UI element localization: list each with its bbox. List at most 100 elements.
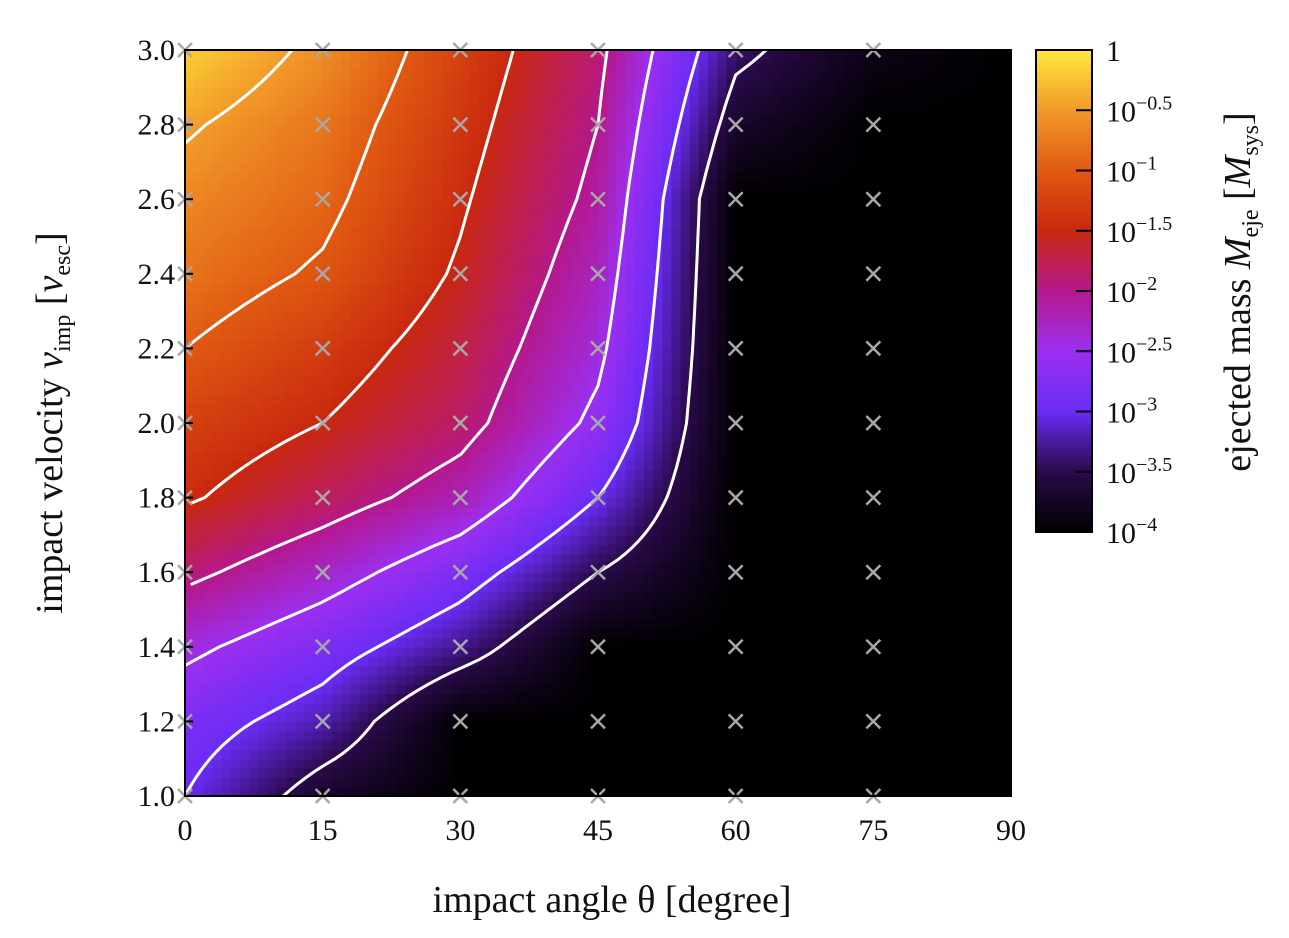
heatmap-cell — [809, 450, 819, 461]
heatmap-cell — [515, 702, 526, 713]
heatmap-cell — [552, 740, 562, 750]
heatmap-cell — [744, 712, 755, 722]
heatmap-cell — [441, 301, 452, 312]
heatmap-cell — [322, 376, 333, 387]
heatmap-cell — [432, 348, 443, 359]
heatmap-cell — [524, 348, 535, 359]
heatmap-cell — [331, 301, 342, 312]
heatmap-cell — [882, 301, 893, 312]
heatmap-cell — [928, 320, 939, 331]
heatmap-cell — [515, 311, 526, 322]
heatmap-cell — [928, 786, 939, 796]
heatmap-cell — [983, 478, 994, 489]
heatmap-cell — [212, 572, 223, 583]
heatmap-cell — [396, 488, 406, 499]
heatmap-cell — [396, 562, 406, 573]
heatmap-cell — [891, 637, 902, 648]
heatmap-cell — [680, 646, 691, 657]
heatmap-cell — [524, 665, 535, 676]
heatmap-cell — [919, 525, 929, 536]
heatmap-cell — [524, 339, 535, 349]
heatmap-cell — [882, 423, 893, 433]
heatmap-cell — [478, 329, 489, 340]
heatmap-cell — [212, 376, 223, 387]
heatmap-cell — [359, 684, 370, 695]
heatmap-cell — [368, 712, 379, 722]
heatmap-cell — [882, 553, 893, 564]
heatmap-cell — [451, 674, 461, 685]
heatmap-cell — [221, 413, 232, 424]
heatmap-cell — [616, 712, 627, 722]
heatmap-cell — [304, 478, 315, 489]
heatmap-cell — [552, 283, 562, 294]
heatmap-cell — [506, 432, 516, 443]
heatmap-cell — [341, 553, 351, 564]
heatmap-cell — [487, 329, 498, 340]
heatmap-cell — [405, 534, 416, 545]
heatmap-cell — [469, 740, 480, 750]
heatmap-cell — [561, 423, 572, 433]
heatmap-cell — [359, 488, 370, 499]
heatmap-cell — [561, 376, 572, 387]
heatmap-cell — [1001, 786, 1011, 796]
heatmap-cell — [919, 516, 929, 527]
heatmap-cell — [423, 292, 434, 303]
heatmap-cell — [772, 506, 783, 517]
heatmap-cell — [304, 656, 315, 667]
heatmap-cell — [240, 665, 250, 676]
heatmap-cell — [469, 320, 480, 331]
heatmap-cell — [854, 525, 865, 536]
heatmap-cell — [744, 768, 755, 778]
heatmap-cell — [506, 646, 516, 657]
heatmap-cell — [772, 544, 783, 555]
heatmap-cell — [1001, 600, 1011, 611]
heatmap-cell — [313, 432, 324, 443]
heatmap-cell — [662, 516, 673, 527]
heatmap-cell — [432, 506, 443, 517]
heatmap-cell — [249, 786, 260, 796]
heatmap-cell — [616, 749, 627, 760]
heatmap-cell — [864, 758, 874, 769]
heatmap-cell — [295, 385, 305, 396]
heatmap-cell — [873, 684, 884, 695]
heatmap-cell — [487, 395, 498, 405]
heatmap-cell — [598, 674, 608, 685]
heatmap-cell — [460, 478, 471, 489]
heatmap-cell — [983, 628, 994, 639]
heatmap-cell — [754, 329, 764, 340]
heatmap-cell — [451, 590, 461, 601]
heatmap-cell — [267, 478, 278, 489]
heatmap-cell — [478, 469, 489, 480]
heatmap-cell — [653, 478, 663, 489]
heatmap-cell — [643, 562, 654, 573]
heatmap-cell — [524, 367, 535, 377]
heatmap-cell — [763, 348, 773, 359]
heatmap-cell — [194, 516, 204, 527]
heatmap-cell — [561, 581, 572, 592]
heatmap-cell — [974, 684, 985, 695]
heatmap-cell — [542, 768, 553, 778]
heatmap-cell — [827, 628, 838, 639]
heatmap-cell — [689, 618, 700, 629]
heatmap-cell — [598, 740, 608, 750]
heatmap-cell — [451, 618, 461, 629]
heatmap-cell — [864, 292, 874, 303]
heatmap-cell — [827, 581, 838, 592]
heatmap-cell — [258, 562, 269, 573]
heatmap-cell — [634, 432, 645, 443]
heatmap-cell — [900, 618, 911, 629]
heatmap-cell — [735, 693, 746, 704]
heatmap-cell — [203, 702, 214, 713]
heatmap-cell — [983, 413, 994, 424]
heatmap-cell — [386, 460, 397, 471]
heatmap-cell — [809, 730, 819, 741]
heatmap-cell — [561, 516, 572, 527]
heatmap-cell — [497, 283, 507, 294]
heatmap-cell — [827, 469, 838, 480]
heatmap-cell — [414, 702, 425, 713]
heatmap-cell — [377, 339, 388, 349]
heatmap-cell — [919, 339, 929, 349]
heatmap-cell — [276, 674, 287, 685]
heatmap-cell — [240, 301, 250, 312]
heatmap-cell — [203, 367, 214, 377]
